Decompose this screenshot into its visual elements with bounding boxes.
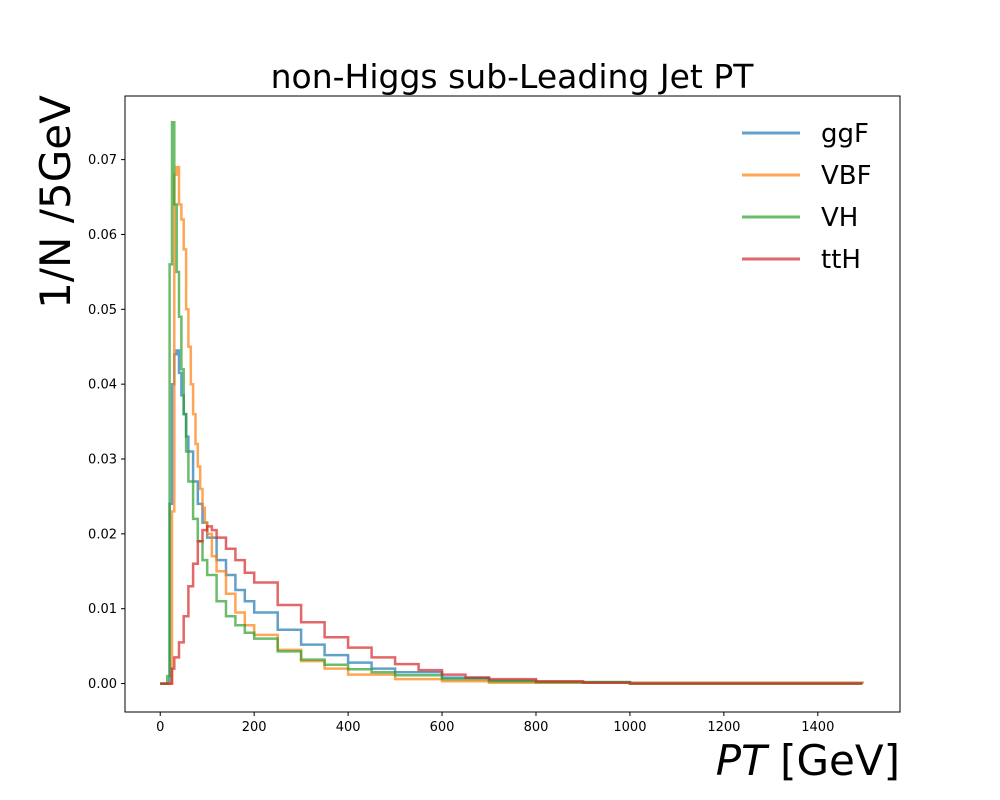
series-line-ggf (160, 349, 864, 685)
legend: ggF VBF VH ttH (742, 119, 872, 275)
y-tick-label: 0.01 (88, 602, 117, 617)
x-tick-label: 1000 (613, 720, 646, 735)
x-axis-label: PT [GeV] (716, 736, 900, 785)
x-tick-label: 1200 (707, 720, 740, 735)
y-tick-label: 0.06 (88, 228, 117, 243)
x-tick-label: 1400 (801, 720, 834, 735)
series-line-tth (160, 525, 863, 685)
x-tick-label: 400 (336, 720, 361, 735)
plot-area: 0 200 400 600 800 1000 1200 1400 0.00 0.01 0.02 0.0… (88, 95, 901, 735)
y-tick-label: 0.03 (88, 453, 117, 468)
y-tick-label: 0.00 (88, 677, 117, 692)
x-tick-label: 0 (156, 720, 164, 735)
x-axis-label-var: PT (716, 736, 770, 785)
x-tick-label: 600 (430, 720, 455, 735)
x-tick-label: 200 (242, 720, 267, 735)
x-axis-label-unit: [GeV] (767, 736, 900, 785)
legend-label-ggf: ggF (821, 119, 869, 149)
x-tick-label: 800 (524, 720, 549, 735)
y-axis-label: 1/N /5GeV (31, 95, 80, 309)
series-line-vh (160, 120, 863, 685)
y-tick-label: 0.07 (88, 153, 117, 168)
legend-label-vbf: VBF (821, 161, 872, 191)
y-tick-label: 0.02 (88, 527, 117, 542)
series-line-vbf (160, 165, 864, 685)
y-tick-label: 0.04 (88, 378, 117, 393)
legend-label-tth: ttH (821, 245, 861, 275)
legend-label-vh: VH (821, 203, 858, 233)
chart-title: non-Higgs sub-Leading Jet PT (271, 57, 755, 96)
y-tick-label: 0.05 (88, 303, 117, 318)
plot-frame (124, 95, 901, 713)
